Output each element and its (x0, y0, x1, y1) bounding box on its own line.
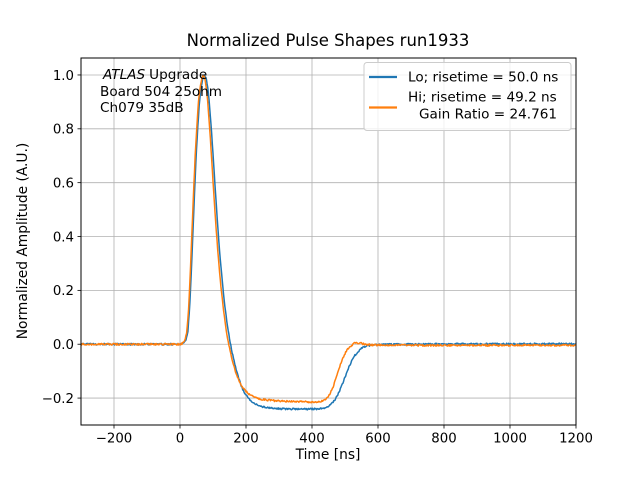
x-tick-label: 200 (233, 432, 258, 447)
legend-label-hi-line2: Gain Ratio = 24.761 (419, 107, 557, 123)
x-tick-label: 600 (365, 432, 390, 447)
legend-label-lo: Lo; risetime = 50.0 ns (408, 70, 558, 86)
series-line-hi (81, 74, 576, 404)
y-tick-label: 0.0 (53, 338, 74, 353)
y-tick-label: 0.8 (53, 123, 74, 138)
y-tick-label: −0.2 (42, 392, 74, 407)
y-axis-label: Normalized Amplitude (A.U.) (15, 143, 31, 340)
annotation: ATLAS Upgrade Board 504 25ohm Ch079 35dB (100, 67, 222, 116)
annotation-line1: ATLAS Upgrade (102, 67, 207, 83)
chart-title: Normalized Pulse Shapes run1933 (187, 31, 470, 50)
x-axis-label: Time [ns] (295, 447, 361, 463)
x-tick-label: 800 (431, 432, 456, 447)
annotation-brand: ATLAS (102, 67, 145, 83)
legend: Lo; risetime = 50.0 ns Hi; risetime = 49… (363, 62, 572, 131)
y-tick-label: 0.6 (53, 176, 74, 191)
y-tick-label: 0.4 (53, 230, 74, 245)
y-tick-label: 1.0 (53, 69, 74, 84)
x-tick-label: −200 (96, 432, 133, 447)
y-axis: −0.2 0.0 0.2 0.4 0.6 0.8 1.0 (42, 69, 81, 407)
x-tick-label: 0 (176, 432, 184, 447)
annotation-line3: Ch079 35dB (100, 100, 184, 116)
annotation-line2: Board 504 25ohm (100, 84, 222, 100)
y-tick-label: 0.2 (53, 284, 74, 299)
x-tick-label: 400 (299, 432, 324, 447)
plot-border (80, 57, 577, 426)
x-tick-label: 1000 (493, 432, 527, 447)
series (81, 74, 576, 411)
annotation-line1-rest: Upgrade (149, 67, 207, 83)
legend-label-hi-line1: Hi; risetime = 49.2 ns (408, 90, 557, 106)
legend-box (363, 62, 572, 131)
x-axis: −200 0 200 400 600 800 1000 1200 (96, 425, 593, 447)
x-tick-label: 1200 (559, 432, 593, 447)
